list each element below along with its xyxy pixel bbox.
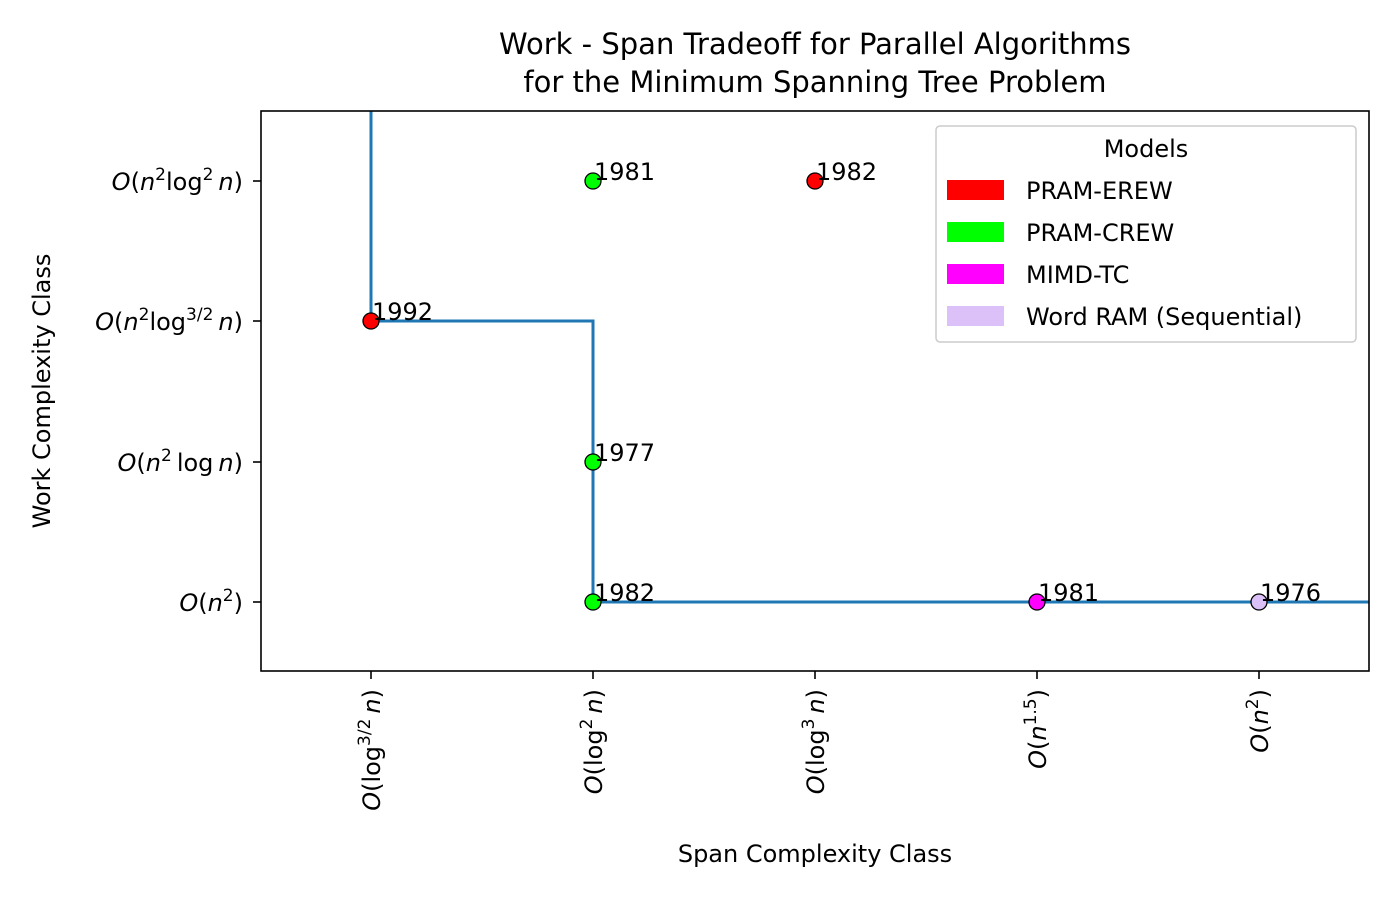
point-year-label: 1982	[816, 158, 877, 186]
data-point	[584, 453, 602, 471]
x-tick-label: O(n2)	[1243, 689, 1274, 753]
point-year-label: 1992	[372, 298, 433, 326]
y-tick-label: O(n2 log n)	[118, 446, 244, 477]
legend-swatch	[947, 306, 1004, 326]
legend-label: PRAM-EREW	[1026, 177, 1173, 205]
y-tick-label: O(n2log2 n)	[112, 165, 243, 196]
point-year-label: 1976	[1260, 579, 1321, 607]
y-axis-label: Work Complexity Class	[28, 254, 56, 529]
x-axis-label: Span Complexity Class	[678, 840, 952, 868]
point-year-label: 1981	[1038, 579, 1099, 607]
data-point	[584, 593, 602, 611]
plot-area: O(log3/2n) O(log2n) O(log3n) O(n1.5) O(n2) O(…	[95, 110, 1370, 811]
legend-label: MIMD-TC	[1026, 261, 1129, 289]
x-tick-label: O(n1.5)	[1021, 689, 1052, 769]
data-point	[1250, 593, 1268, 611]
point-year-label: 1982	[594, 579, 655, 607]
legend-swatch	[947, 264, 1004, 284]
legend-swatch	[947, 222, 1004, 242]
y-tick-label: O(n2)	[179, 586, 243, 617]
legend-box	[935, 125, 1357, 343]
data-point	[362, 312, 380, 330]
x-tick-label: O(log3/2n)	[355, 689, 386, 811]
chart-title: Work - Span Tradeoff for Parallel Algori…	[499, 27, 1131, 61]
frontier-step-line	[369, 111, 1369, 604]
y-tick-label: O(n2log3/2 n)	[95, 305, 243, 336]
legend-title: Models	[1104, 135, 1189, 163]
data-point	[584, 172, 602, 190]
x-tick-label: O(log2n)	[577, 689, 608, 794]
legend-swatch	[947, 180, 1004, 200]
legend: Models PRAM-EREW PRAM-CREW MIMD-TC Word RAM …	[935, 125, 1357, 343]
legend-label: PRAM-CREW	[1026, 219, 1174, 247]
data-point	[1028, 593, 1046, 611]
point-year-label: 1977	[594, 439, 655, 467]
point-year-label: 1981	[594, 158, 655, 186]
legend-label: Word RAM (Sequential)	[1026, 303, 1302, 331]
chart-subtitle: for the Minimum Spanning Tree Problem	[523, 65, 1106, 99]
x-tick-label: O(log3n)	[799, 689, 830, 794]
data-point	[806, 172, 824, 190]
